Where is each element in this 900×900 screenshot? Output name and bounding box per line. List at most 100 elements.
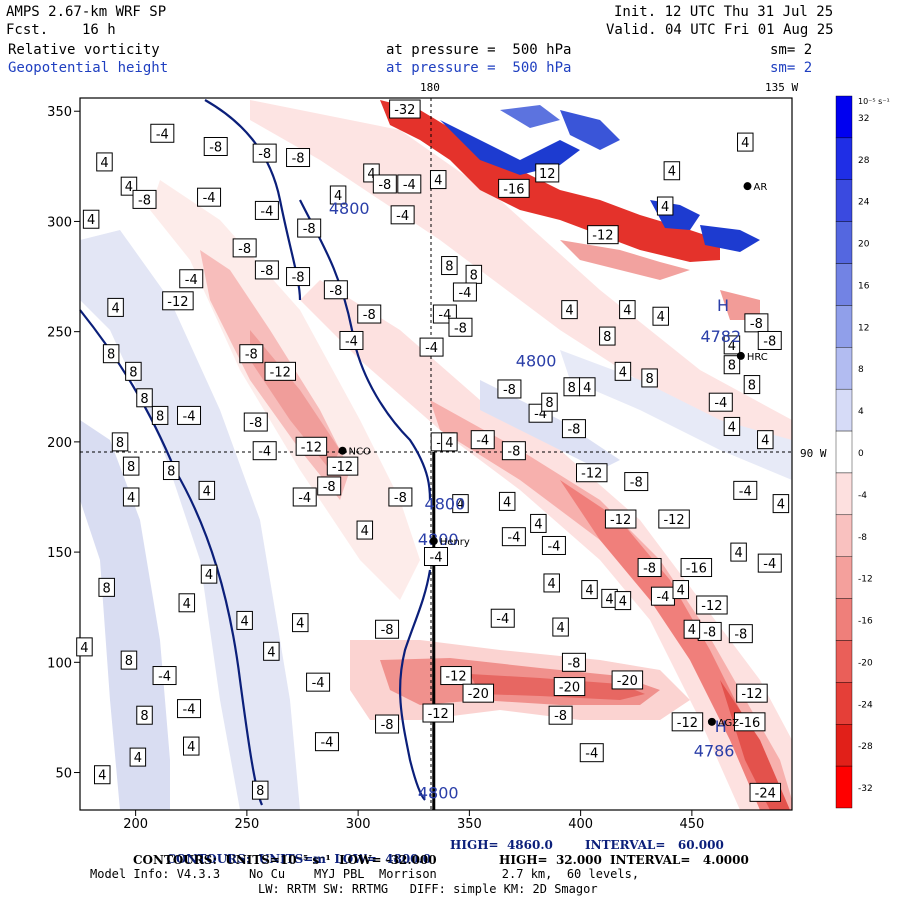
- height-contour-label: 4786: [694, 741, 735, 760]
- vorticity-label: 8: [120, 650, 138, 670]
- vorticity-label: -4: [177, 699, 202, 719]
- vorticity-label-text: 4: [456, 498, 464, 513]
- vorticity-label-text: 8: [256, 784, 264, 799]
- vorticity-label-text: 4: [367, 167, 375, 182]
- station-dot: [429, 537, 438, 546]
- vorticity-label-text: 4: [728, 339, 736, 354]
- vorticity-label: -8: [728, 624, 753, 644]
- vorticity-label: -8: [375, 619, 400, 639]
- vorticity-label: -20: [462, 683, 495, 703]
- x-tick-label: 350: [457, 817, 482, 832]
- vorticity-label-text: 4: [183, 597, 191, 612]
- footer-height-high: HIGH= 4860.0: [450, 838, 553, 852]
- vorticity-label-text: 8: [167, 465, 175, 480]
- vorticity-label: 4: [96, 152, 113, 172]
- vorticity-label: 4: [441, 432, 458, 452]
- forecast-label: Fcst.: [6, 22, 49, 38]
- y-tick-label: 200: [47, 436, 72, 451]
- vorticity-label-text: -8: [454, 321, 467, 336]
- vorticity-label-box: [579, 377, 596, 397]
- vorticity-label-text: 4: [728, 420, 736, 435]
- station-dot: [338, 446, 347, 455]
- vorticity-label: -4: [650, 586, 675, 606]
- colorbar-swatch: [835, 388, 853, 432]
- station-label: NCO: [349, 447, 371, 458]
- footer-vort-low: CONTOURS: UNITS=10⁻⁵ s⁻¹ LOW= -32.000: [133, 853, 437, 867]
- vorticity-label-box: [658, 509, 690, 529]
- x-tick-label: 200: [123, 817, 148, 832]
- vorticity-label-box: [252, 441, 277, 461]
- vorticity-label-box: [641, 368, 658, 388]
- vorticity-label: -4: [579, 743, 604, 763]
- vorticity-label: 8: [441, 256, 458, 276]
- vorticity-label-text: 4: [677, 584, 685, 599]
- vorticity-label: -4: [390, 205, 415, 225]
- vorticity-label-box: [125, 361, 142, 381]
- vorticity-label-box: [419, 337, 444, 357]
- field1-smoothing: sm= 2: [770, 42, 813, 58]
- vorticity-label-text: -8: [258, 147, 271, 162]
- vorticity-label-text: -8: [567, 656, 580, 671]
- height-contour-label: 4800: [418, 783, 459, 802]
- vorticity-label: -20: [553, 677, 586, 697]
- vorticity-label: 4: [579, 377, 596, 397]
- vorticity-label: -4: [150, 123, 175, 143]
- vorticity-label-box: [122, 456, 140, 476]
- vorticity-label-text: 4: [734, 546, 742, 561]
- vorticity-label-text: -4: [585, 747, 598, 762]
- footer-physics: LW: RRTM SW: RRTMG DIFF: simple KM: 2D S…: [258, 882, 598, 896]
- vorticity-label-box: [470, 430, 495, 450]
- vorticity-label: -4: [490, 608, 515, 628]
- vorticity-label: -8: [637, 558, 662, 578]
- vorticity-label-box: [150, 123, 175, 143]
- vorticity-label-box: [82, 209, 100, 229]
- vorticity-label-text: 4: [548, 577, 556, 592]
- vorticity-label-text: -12: [741, 687, 762, 702]
- colorbar-swatch: [835, 514, 853, 557]
- vorticity-label-text: 4: [619, 365, 627, 380]
- vorticity-label: 4: [672, 580, 689, 600]
- vorticity-label: 4: [543, 573, 560, 593]
- vorticity-label: 4: [429, 170, 447, 190]
- vorticity-label-text: -4: [656, 590, 669, 605]
- vorticity-label-box: [96, 152, 113, 172]
- vorticity-label-text: -4: [298, 491, 311, 506]
- vorticity-label-text: -16: [503, 182, 524, 197]
- vorticity-label: -8: [239, 344, 264, 364]
- vorticity-label-box: [541, 392, 558, 412]
- vorticity-label: 8: [136, 705, 153, 725]
- vorticity-label-box: [561, 419, 586, 439]
- vorticity-label-box: [295, 436, 328, 456]
- vorticity-label: -8: [624, 472, 649, 492]
- vorticity-label-box: [314, 732, 339, 752]
- colorbar-tick-label: -32: [858, 784, 873, 794]
- vorticity-label-box: [683, 619, 701, 639]
- vorticity-label-box: [587, 225, 619, 245]
- vorticity-label-box: [743, 375, 761, 395]
- vorticity-label-text: -8: [554, 709, 567, 724]
- vorticity-label-text: 4: [203, 484, 211, 499]
- vorticity-label-text: 4: [688, 623, 696, 638]
- vorticity-label-box: [236, 610, 253, 630]
- colorbar-unit: 10⁻⁵ s⁻¹: [858, 97, 890, 106]
- colorbar-swatch: [835, 682, 853, 725]
- vorticity-label: 4: [561, 300, 578, 320]
- x-tick-label: 300: [346, 817, 371, 832]
- y-tick-label: 350: [47, 105, 72, 120]
- vorticity-label-text: -8: [394, 491, 407, 506]
- vorticity-label: -4: [708, 392, 733, 412]
- vorticity-label: -24: [749, 782, 782, 802]
- vorticity-label-text: -8: [378, 178, 391, 193]
- vorticity-label: 8: [102, 344, 120, 364]
- vorticity-label-text: -4: [203, 191, 216, 206]
- vorticity-label-box: [581, 580, 598, 600]
- vorticity-label-text: 4: [534, 517, 542, 532]
- vorticity-label-box: [177, 699, 202, 719]
- vorticity-label: -4: [306, 672, 331, 692]
- vorticity-label: 4: [292, 613, 309, 633]
- vorticity-label: -8: [254, 260, 279, 280]
- vorticity-label-text: -8: [507, 445, 520, 460]
- vorticity-label-text: 8: [445, 260, 453, 275]
- vorticity-label-text: 4: [111, 301, 119, 316]
- vorticity-label-text: -8: [238, 242, 251, 257]
